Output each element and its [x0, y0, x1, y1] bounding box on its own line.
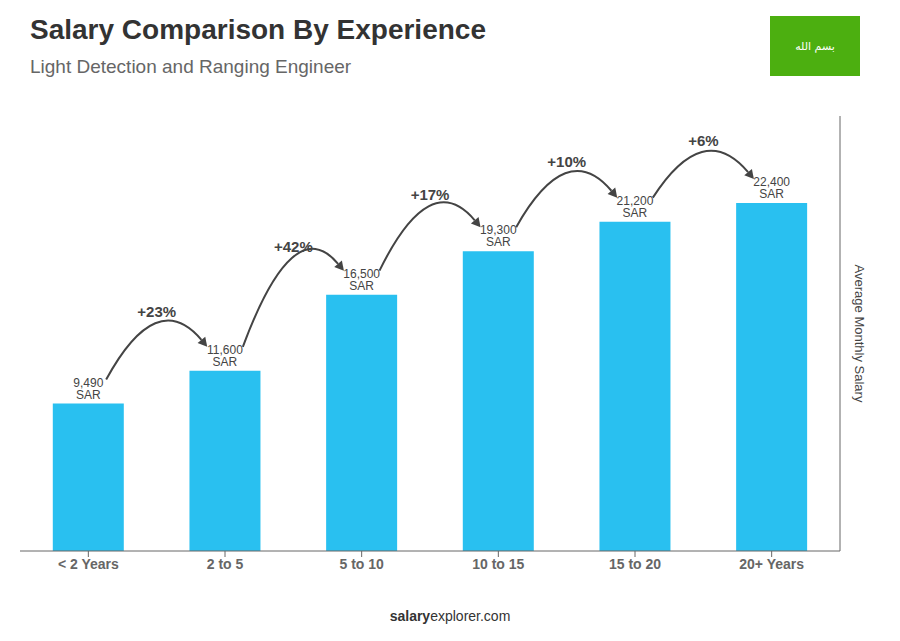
svg-text:19,300SAR: 19,300SAR	[480, 223, 517, 249]
svg-text:< 2 Years: < 2 Years	[58, 556, 119, 572]
svg-text:Average Monthly Salary: Average Monthly Salary	[852, 265, 867, 403]
svg-text:+17%: +17%	[411, 186, 450, 203]
svg-text:22,400SAR: 22,400SAR	[753, 175, 790, 201]
svg-text:9,490SAR: 9,490SAR	[73, 376, 103, 402]
svg-text:16,500SAR: 16,500SAR	[343, 267, 380, 293]
svg-text:+6%: +6%	[688, 132, 718, 149]
svg-text:10 to 15: 10 to 15	[472, 556, 524, 572]
html-text:Light Detection and Ranging En: Light Detection and Ranging Engineer	[30, 56, 352, 77]
svg-text:11,600SAR: 11,600SAR	[207, 343, 243, 369]
svg-text:+10%: +10%	[547, 153, 586, 170]
svg-text:+42%: +42%	[274, 238, 313, 255]
svg-text:21,200SAR: 21,200SAR	[617, 194, 654, 220]
svg-text:5 to 10: 5 to 10	[339, 556, 384, 572]
html-text:بسم الله: بسم الله	[795, 39, 835, 53]
html-text:Salary Comparison By Experienc: Salary Comparison By Experience	[30, 14, 486, 45]
html-text:salary explorer.com: salary explorer.com	[389, 608, 511, 624]
svg-text:+23%: +23%	[137, 303, 176, 320]
svg-text:2 to 5: 2 to 5	[207, 556, 244, 572]
svg-text:15 to 20: 15 to 20	[609, 556, 661, 572]
svg-text:20+ Years: 20+ Years	[739, 556, 804, 572]
